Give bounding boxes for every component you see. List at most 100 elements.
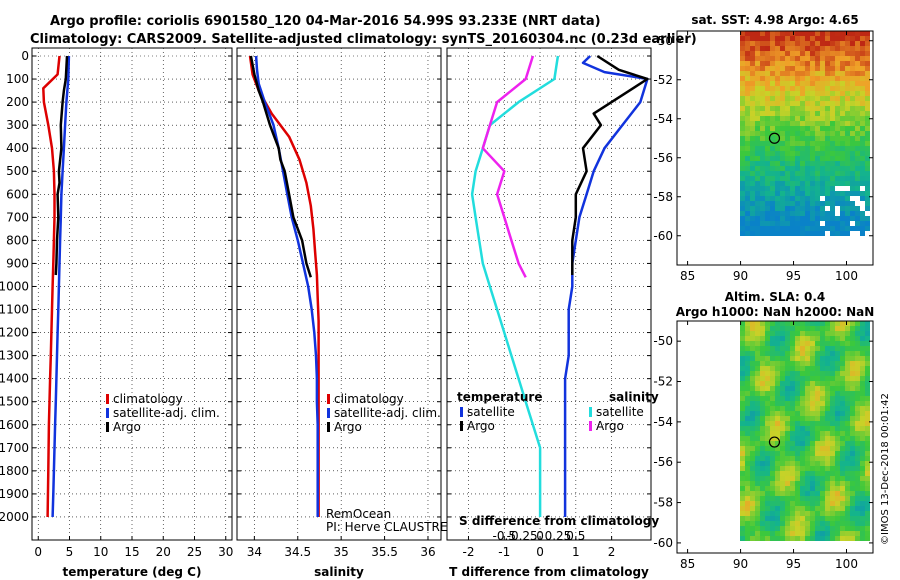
heat-cell <box>825 496 830 501</box>
heat-cell <box>810 131 815 136</box>
heat-cell <box>785 36 790 41</box>
heat-cell <box>805 441 810 446</box>
heat-cell <box>850 96 855 101</box>
heat-cell <box>850 171 855 176</box>
heat-cell <box>845 356 850 361</box>
heat-cell <box>795 501 800 506</box>
heat-cell <box>750 391 755 396</box>
heat-cell <box>800 461 805 466</box>
heat-cell <box>750 536 755 541</box>
heat-cell <box>820 376 825 381</box>
heat-cell <box>810 201 815 206</box>
heat-cell <box>850 86 855 91</box>
heat-cell <box>805 351 810 356</box>
heat-cell <box>795 336 800 341</box>
legend-swatch <box>106 394 109 404</box>
heat-cell <box>815 46 820 51</box>
heat-cell <box>785 186 790 191</box>
heat-cell <box>865 406 870 411</box>
heat-cell <box>760 486 765 491</box>
heat-cell <box>760 161 765 166</box>
heat-cell <box>770 356 775 361</box>
heat-cell <box>855 536 860 541</box>
heat-cell <box>865 476 870 481</box>
heat-cell <box>805 146 810 151</box>
heat-cell <box>810 191 815 196</box>
heat-cell <box>800 336 805 341</box>
heat-cell <box>815 326 820 331</box>
heat-cell <box>820 86 825 91</box>
heat-cell <box>815 231 820 236</box>
heat-cell <box>780 96 785 101</box>
heat-cell <box>785 56 790 61</box>
heat-cell <box>755 186 760 191</box>
heat-cell <box>860 326 865 331</box>
heat-cell <box>825 351 830 356</box>
heat-cell <box>855 486 860 491</box>
heat-cell <box>785 151 790 156</box>
heat-cell <box>800 401 805 406</box>
heat-cell <box>820 446 825 451</box>
heat-cell <box>810 126 815 131</box>
heat-cell <box>830 371 835 376</box>
heat-cell <box>770 376 775 381</box>
heat-cell <box>745 146 750 151</box>
heat-cell <box>835 191 840 196</box>
heat-cell <box>780 111 785 116</box>
heat-cell <box>840 201 845 206</box>
heat-cell <box>795 441 800 446</box>
heat-cell <box>805 91 810 96</box>
heat-cell <box>745 226 750 231</box>
heat-cell <box>830 361 835 366</box>
heat-cell <box>855 76 860 81</box>
heat-cell <box>830 41 835 46</box>
heat-cell <box>860 536 865 541</box>
heat-cell <box>785 66 790 71</box>
heat-cell <box>795 206 800 211</box>
heat-cell <box>805 401 810 406</box>
x-tick-label: 100 <box>835 269 858 283</box>
heat-cell <box>745 86 750 91</box>
heat-cell <box>775 516 780 521</box>
heat-cell <box>840 466 845 471</box>
heat-cell <box>830 491 835 496</box>
heat-cell <box>805 531 810 536</box>
heat-cell <box>745 186 750 191</box>
heat-cell <box>785 166 790 171</box>
heat-cell <box>790 201 795 206</box>
heat-cell <box>785 326 790 331</box>
heat-cell <box>780 81 785 86</box>
heat-cell <box>795 471 800 476</box>
heat-cell <box>800 351 805 356</box>
heat-cell <box>845 421 850 426</box>
heat-cell <box>855 61 860 66</box>
heat-cell <box>800 231 805 236</box>
heat-cell <box>760 371 765 376</box>
heat-cell <box>755 391 760 396</box>
heat-cell <box>840 416 845 421</box>
heat-cell <box>825 491 830 496</box>
heat-cell <box>855 331 860 336</box>
heat-cell <box>820 326 825 331</box>
heat-cell <box>805 356 810 361</box>
heat-cell <box>740 216 745 221</box>
heat-cell <box>810 431 815 436</box>
heat-cell <box>840 511 845 516</box>
heat-cell <box>825 66 830 71</box>
heat-cell <box>865 41 870 46</box>
heat-cell <box>815 51 820 56</box>
heat-cell <box>795 91 800 96</box>
heat-cell <box>775 66 780 71</box>
heat-cell <box>795 321 800 326</box>
heat-cell <box>800 211 805 216</box>
heat-cell <box>750 41 755 46</box>
heat-cell <box>810 436 815 441</box>
heat-cell <box>825 481 830 486</box>
heat-cell <box>820 406 825 411</box>
heat-cell <box>780 336 785 341</box>
heat-cell <box>830 521 835 526</box>
heat-cell <box>850 526 855 531</box>
heat-cell <box>850 176 855 181</box>
heat-cell <box>760 471 765 476</box>
heat-cell <box>750 466 755 471</box>
